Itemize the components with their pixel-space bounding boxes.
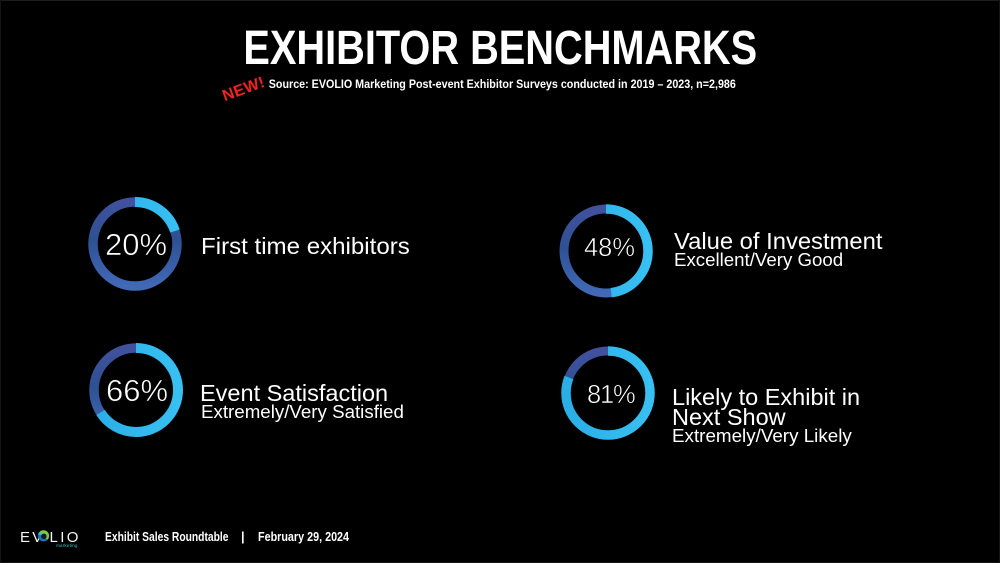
svg-text:marketing: marketing bbox=[56, 542, 78, 547]
svg-text:EV: EV bbox=[20, 529, 44, 546]
svg-text:LIO: LIO bbox=[50, 529, 81, 546]
